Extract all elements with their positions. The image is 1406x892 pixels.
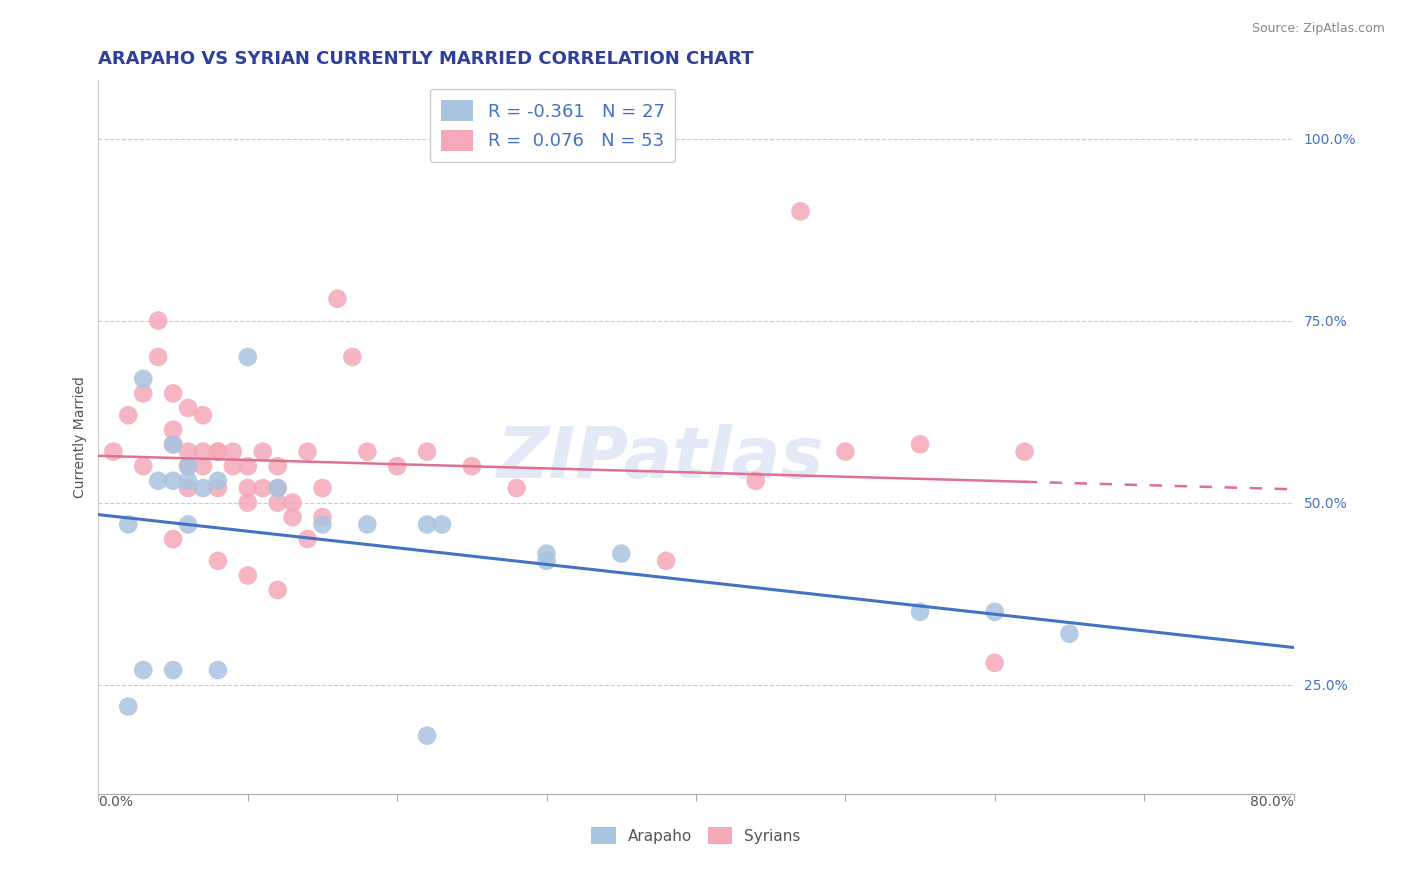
Point [536, 547, 558, 561]
Point [148, 350, 170, 364]
Point [252, 444, 274, 458]
Point [162, 532, 184, 546]
Point [191, 409, 214, 423]
Text: 0.0%: 0.0% [98, 796, 134, 809]
Point [356, 517, 378, 532]
Point [356, 444, 378, 458]
Point [191, 444, 214, 458]
Point [745, 474, 768, 488]
Point [297, 532, 319, 546]
Point [177, 459, 200, 474]
Point [222, 444, 245, 458]
Point [281, 495, 304, 509]
Point [311, 481, 333, 495]
Point [236, 350, 259, 364]
Point [207, 474, 229, 488]
Point [416, 517, 439, 532]
Text: ZIPatlas: ZIPatlas [496, 424, 824, 493]
Point [132, 459, 155, 474]
Point [207, 444, 229, 458]
Point [267, 481, 290, 495]
Point [177, 474, 200, 488]
Point [984, 656, 1007, 670]
Point [326, 292, 349, 306]
Point [610, 547, 633, 561]
Point [416, 444, 439, 458]
Point [117, 517, 139, 532]
Point [281, 510, 304, 524]
Point [342, 350, 364, 364]
Point [430, 517, 453, 532]
Point [148, 313, 170, 327]
Point [177, 517, 200, 532]
Point [1059, 626, 1081, 640]
Point [311, 510, 333, 524]
Point [236, 459, 259, 474]
Point [207, 481, 229, 495]
Point [267, 481, 290, 495]
Point [177, 401, 200, 415]
Point [162, 437, 184, 451]
Point [103, 444, 125, 458]
Point [207, 663, 229, 677]
Point [236, 568, 259, 582]
Point [162, 474, 184, 488]
Point [177, 444, 200, 458]
Point [297, 444, 319, 458]
Point [132, 372, 155, 386]
Point [132, 386, 155, 401]
Point [834, 444, 856, 458]
Point [236, 495, 259, 509]
Point [416, 729, 439, 743]
Text: ARAPAHO VS SYRIAN CURRENTLY MARRIED CORRELATION CHART: ARAPAHO VS SYRIAN CURRENTLY MARRIED CORR… [98, 50, 754, 68]
Point [311, 517, 333, 532]
Text: Source: ZipAtlas.com: Source: ZipAtlas.com [1251, 22, 1385, 36]
Point [236, 481, 259, 495]
Point [207, 444, 229, 458]
Point [162, 663, 184, 677]
Point [177, 459, 200, 474]
Point [655, 554, 678, 568]
Point [267, 582, 290, 597]
Y-axis label: Currently Married: Currently Married [73, 376, 87, 498]
Point [191, 481, 214, 495]
Point [984, 605, 1007, 619]
Point [117, 409, 139, 423]
Legend: Arapaho, Syrians: Arapaho, Syrians [585, 821, 807, 850]
Text: 80.0%: 80.0% [1250, 796, 1294, 809]
Point [506, 481, 529, 495]
Point [162, 386, 184, 401]
Point [177, 481, 200, 495]
Point [1014, 444, 1036, 458]
Point [252, 481, 274, 495]
Point [461, 459, 484, 474]
Point [789, 204, 811, 219]
Point [162, 423, 184, 437]
Point [908, 605, 931, 619]
Point [536, 554, 558, 568]
Point [117, 699, 139, 714]
Point [385, 459, 409, 474]
Point [148, 474, 170, 488]
Point [222, 459, 245, 474]
Point [908, 437, 931, 451]
Point [132, 663, 155, 677]
Point [207, 554, 229, 568]
Point [191, 459, 214, 474]
Point [267, 459, 290, 474]
Point [267, 495, 290, 509]
Point [162, 437, 184, 451]
